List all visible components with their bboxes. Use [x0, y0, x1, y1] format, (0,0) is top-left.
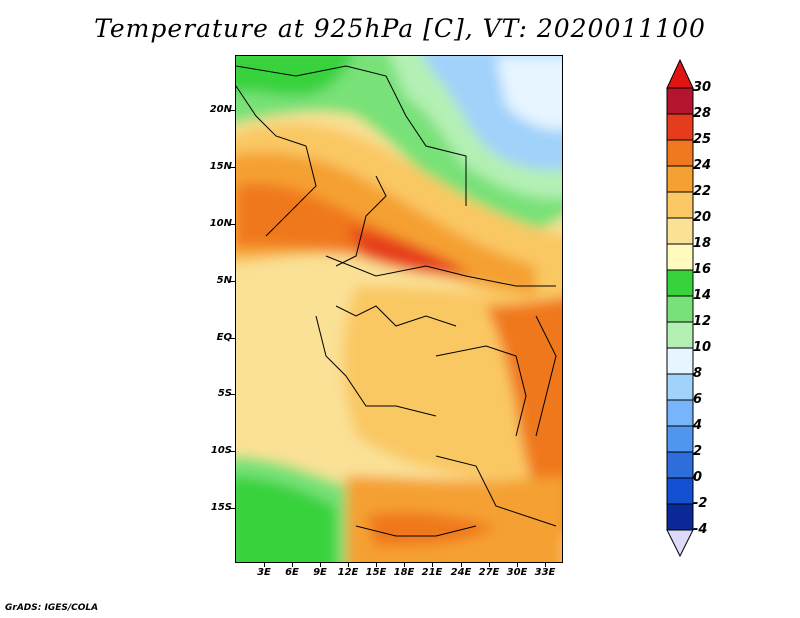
colorbar-label: 4	[693, 418, 703, 433]
colorbar-swatch	[666, 347, 694, 375]
colorbar	[666, 58, 694, 558]
lon-label-3e: 3E	[257, 567, 271, 578]
lon-tick	[376, 563, 377, 567]
colorbar-label: 16	[693, 262, 712, 277]
lat-tick	[230, 167, 235, 168]
colorbar-label: 6	[693, 392, 703, 407]
field-10-12	[496, 56, 562, 130]
colorbar-swatch	[666, 165, 694, 193]
lon-label-24e: 24E	[450, 567, 472, 578]
lon-label-18e: 18E	[393, 567, 415, 578]
colorbar-swatch	[666, 295, 694, 323]
colorbar-label: 25	[693, 132, 712, 147]
colorbar-swatch	[666, 217, 694, 245]
colorbar-label: 18	[693, 236, 712, 251]
colorbar-label: 24	[693, 158, 712, 173]
lat-label-eq: EQ	[216, 332, 232, 343]
colorbar-label: -2	[693, 496, 708, 511]
colorbar-swatch	[666, 399, 694, 427]
lat-label-10s: 10S	[210, 445, 232, 456]
lat-label-10n: 10N	[209, 218, 232, 229]
colorbar-swatch	[666, 321, 694, 349]
colorbar-swatch	[666, 503, 694, 531]
lat-label-20n: 20N	[209, 104, 232, 115]
lon-label-33e: 33E	[534, 567, 556, 578]
lon-tick	[292, 563, 293, 567]
colorbar-swatch	[666, 243, 694, 271]
colorbar-top-arrow	[666, 58, 694, 89]
lon-tick	[348, 563, 349, 567]
colorbar-label: 0	[693, 470, 703, 485]
lon-label-12e: 12E	[337, 567, 359, 578]
colorbar-bottom-arrow	[666, 529, 694, 558]
lat-tick	[230, 394, 235, 395]
lat-label-15n: 15N	[209, 161, 232, 172]
colorbar-label: 28	[693, 106, 712, 121]
colorbar-swatch	[666, 113, 694, 141]
country-borders	[236, 65, 557, 537]
colorbar-swatch	[666, 87, 694, 115]
lat-tick	[230, 110, 235, 111]
field-24-25	[236, 152, 536, 296]
lat-label-15s: 15S	[210, 502, 232, 513]
colorbar-swatch	[666, 373, 694, 401]
lon-tick	[320, 563, 321, 567]
lat-label-5n: 5N	[216, 275, 232, 286]
colorbar-label: 12	[693, 314, 712, 329]
lon-tick	[517, 563, 518, 567]
lon-tick	[404, 563, 405, 567]
lon-label-6e: 6E	[285, 567, 299, 578]
lon-label-21e: 21E	[421, 567, 443, 578]
lon-tick	[461, 563, 462, 567]
colorbar-swatch	[666, 477, 694, 505]
lon-tick	[545, 563, 546, 567]
colorbar-label: -4	[693, 522, 708, 537]
colorbar-swatch	[666, 191, 694, 219]
footer-credit: GrADS: IGES/COLA	[5, 603, 99, 613]
field-28-30	[346, 226, 466, 273]
lat-tick	[230, 451, 235, 452]
colorbar-swatch	[666, 139, 694, 167]
lon-tick	[432, 563, 433, 567]
chart-title: Temperature at 925hPa [C], VT: 202001110…	[94, 14, 706, 43]
lat-tick	[230, 224, 235, 225]
lat-label-5s: 5S	[217, 388, 232, 399]
colorbar-label: 8	[693, 366, 703, 381]
colorbar-label: 10	[693, 340, 712, 355]
lon-label-15e: 15E	[365, 567, 387, 578]
colorbar-label: 30	[693, 80, 712, 95]
colorbar-label: 2	[693, 444, 703, 459]
lon-label-30e: 30E	[506, 567, 528, 578]
colorbar-swatch	[666, 451, 694, 479]
lat-tick	[230, 281, 235, 282]
colorbar-swatch	[666, 269, 694, 297]
colorbar-label: 14	[693, 288, 712, 303]
colorbar-label: 20	[693, 210, 712, 225]
lon-tick	[264, 563, 265, 567]
colorbar-label: 22	[693, 184, 712, 199]
lon-label-9e: 9E	[313, 567, 327, 578]
colorbar-swatch	[666, 425, 694, 453]
lon-tick	[489, 563, 490, 567]
lat-tick	[230, 508, 235, 509]
lon-label-27e: 27E	[478, 567, 500, 578]
lat-tick	[230, 338, 235, 339]
map-panel	[235, 55, 563, 563]
temperature-map	[236, 56, 562, 562]
